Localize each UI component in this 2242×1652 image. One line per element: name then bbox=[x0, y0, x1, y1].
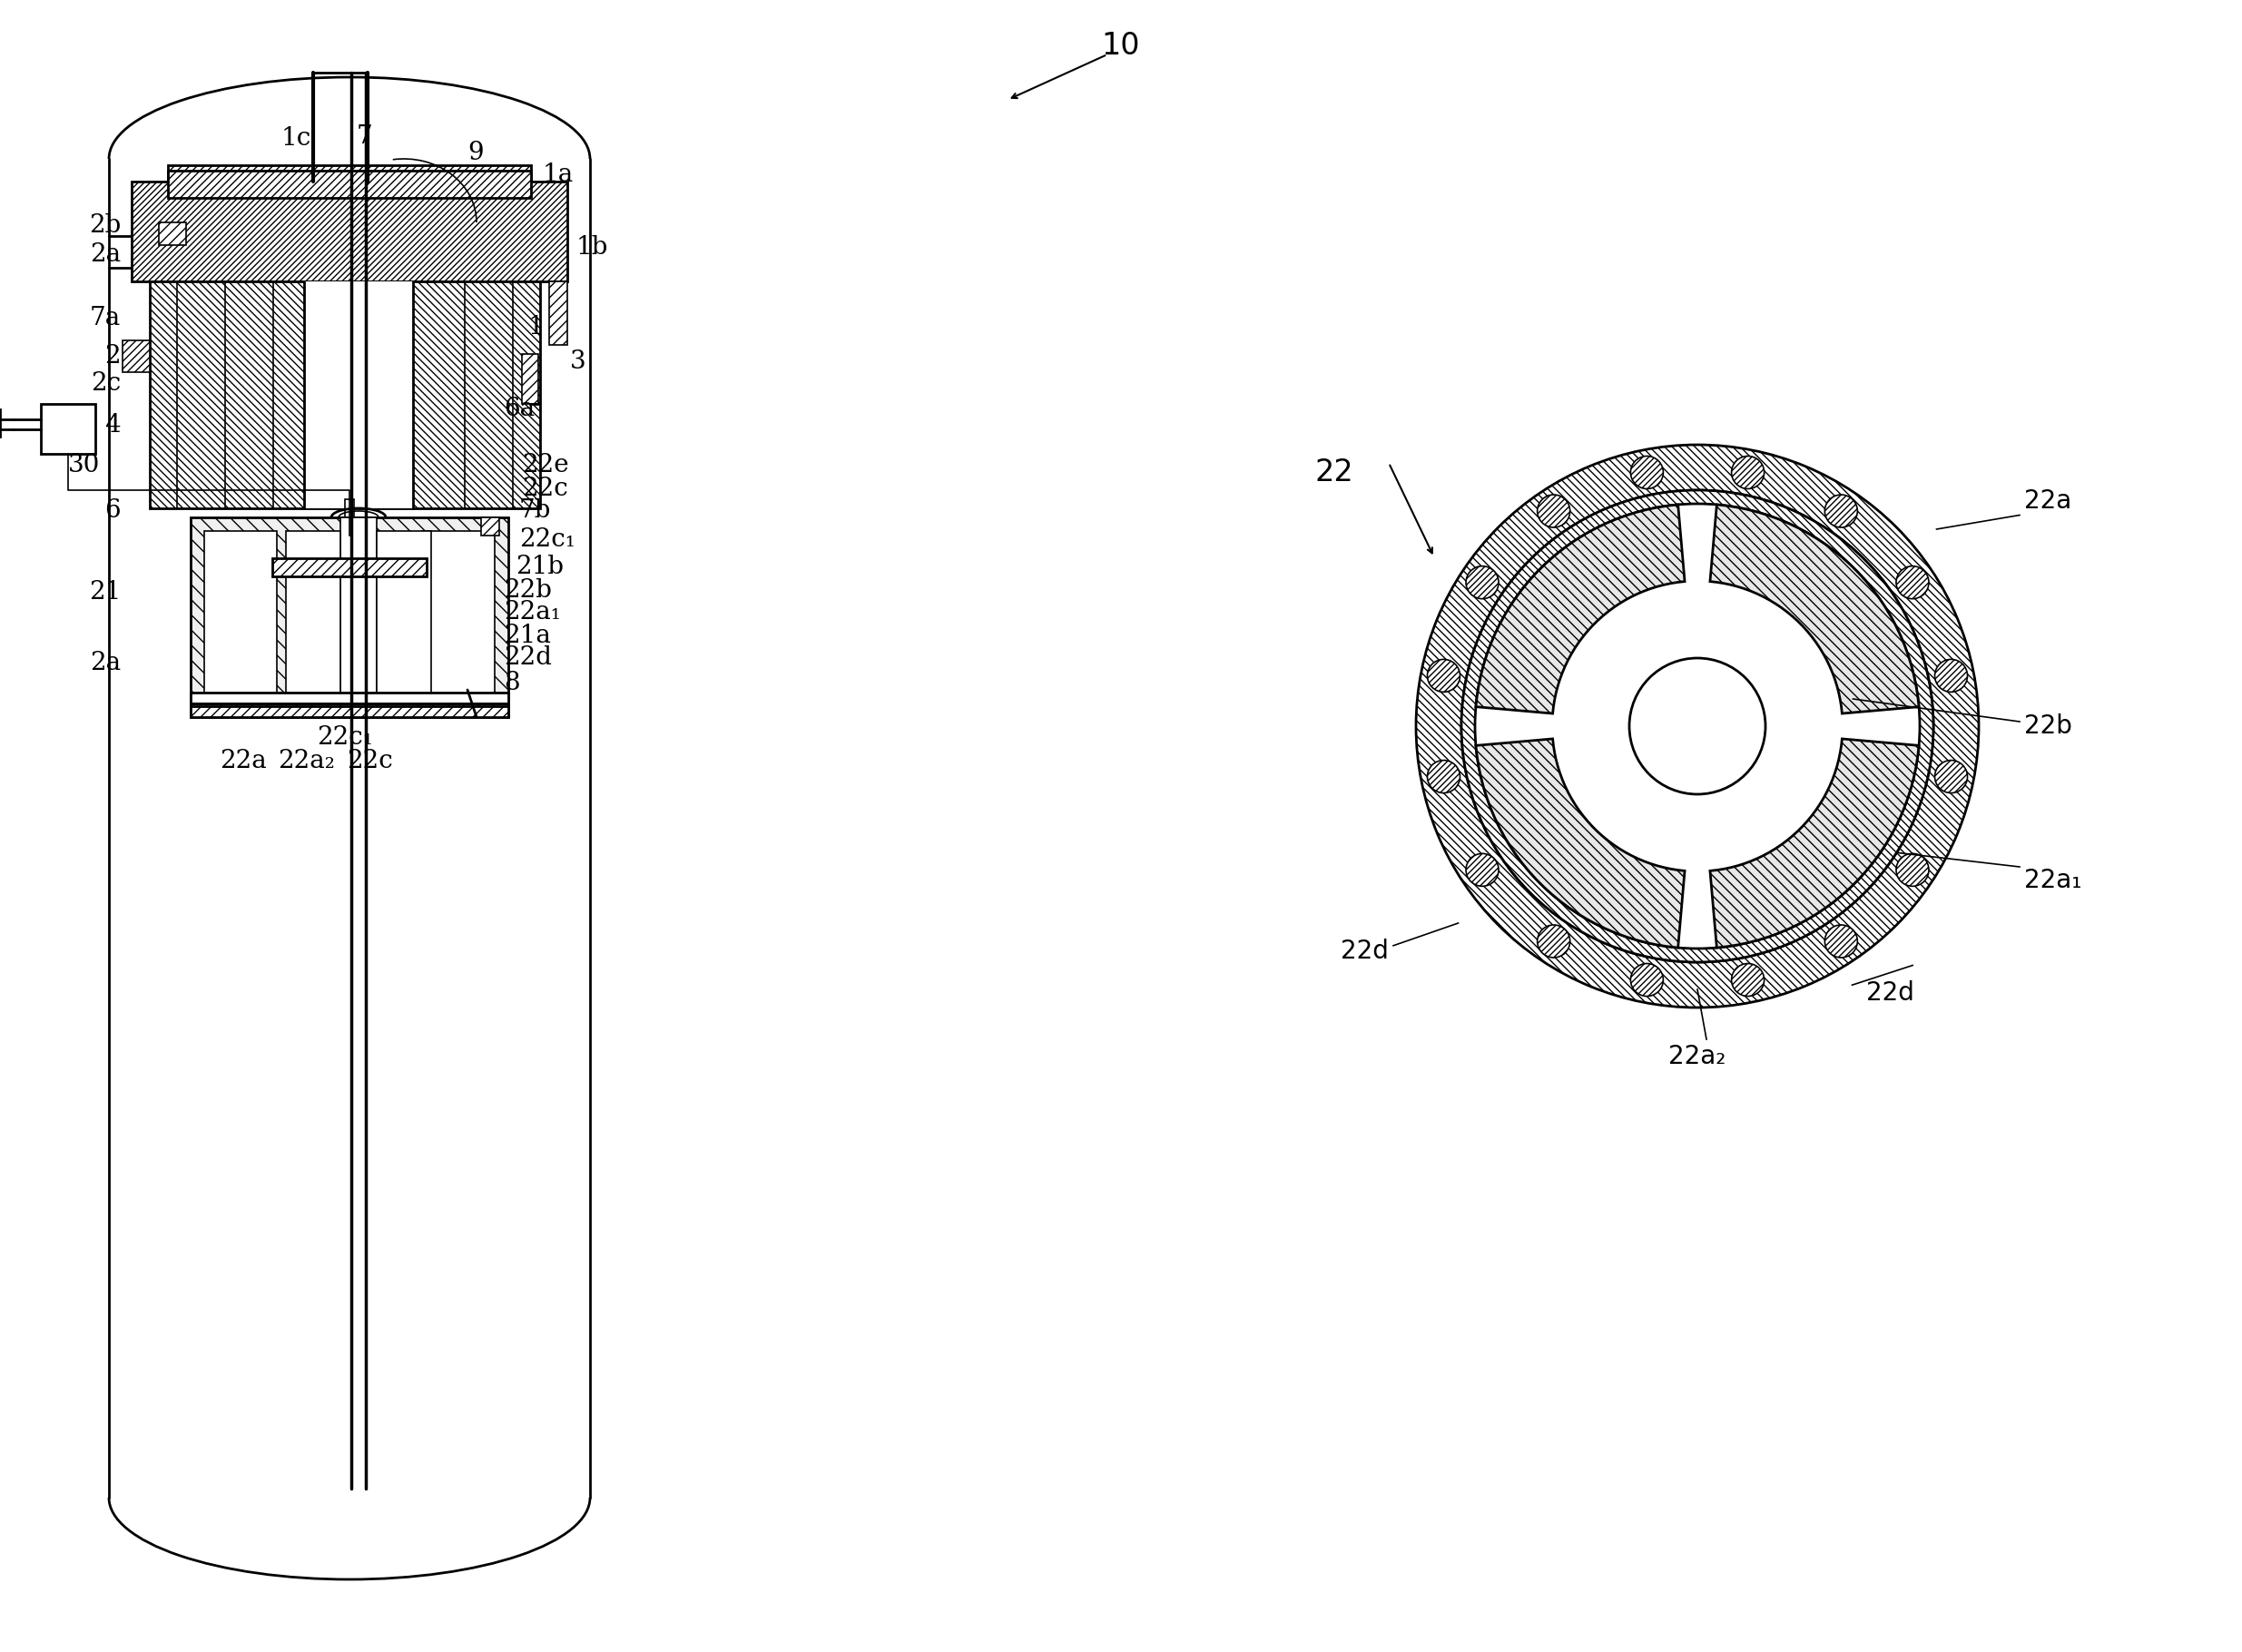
Text: 21a: 21a bbox=[504, 623, 552, 648]
Bar bbox=[549, 281, 567, 345]
Bar bbox=[168, 165, 531, 182]
Text: 2c: 2c bbox=[90, 370, 121, 395]
Text: 2a: 2a bbox=[90, 651, 121, 676]
Text: 22d: 22d bbox=[1865, 981, 1915, 1006]
Polygon shape bbox=[1475, 504, 1684, 714]
Circle shape bbox=[1538, 494, 1569, 527]
Bar bbox=[271, 558, 426, 577]
Bar bbox=[191, 705, 509, 717]
Text: 22c₁: 22c₁ bbox=[316, 725, 372, 750]
Bar bbox=[159, 223, 186, 244]
Text: 6a: 6a bbox=[504, 396, 536, 421]
Bar bbox=[341, 517, 377, 717]
Text: 21b: 21b bbox=[516, 555, 563, 580]
Bar bbox=[305, 281, 413, 509]
Text: 1c: 1c bbox=[282, 126, 312, 150]
Text: 22d: 22d bbox=[504, 646, 552, 671]
Text: 22a₁: 22a₁ bbox=[2025, 869, 2081, 894]
Text: 22d: 22d bbox=[1341, 938, 1388, 965]
Text: 22b: 22b bbox=[504, 578, 552, 603]
Text: 22a₂: 22a₂ bbox=[278, 748, 336, 773]
Text: 22a: 22a bbox=[2025, 489, 2072, 514]
Bar bbox=[132, 182, 567, 281]
Text: 2a: 2a bbox=[90, 241, 121, 266]
Text: 7a: 7a bbox=[90, 306, 121, 330]
Bar bbox=[482, 517, 500, 535]
Circle shape bbox=[1428, 760, 1460, 793]
Circle shape bbox=[1897, 854, 1928, 885]
Circle shape bbox=[1538, 925, 1569, 958]
Bar bbox=[204, 530, 276, 704]
Circle shape bbox=[1475, 504, 1919, 948]
Bar bbox=[40, 405, 96, 454]
Polygon shape bbox=[1475, 738, 1684, 948]
Text: 30: 30 bbox=[67, 453, 101, 477]
Text: 9: 9 bbox=[469, 140, 484, 165]
Circle shape bbox=[1462, 491, 1933, 961]
Text: 6: 6 bbox=[105, 499, 121, 524]
Text: 2b: 2b bbox=[90, 213, 121, 238]
Circle shape bbox=[1466, 567, 1498, 598]
Text: 22b: 22b bbox=[2025, 714, 2072, 738]
Text: 1b: 1b bbox=[576, 235, 608, 259]
Text: 7: 7 bbox=[356, 124, 372, 149]
Circle shape bbox=[1935, 760, 1968, 793]
Bar bbox=[168, 170, 531, 198]
Circle shape bbox=[1630, 657, 1764, 795]
Circle shape bbox=[1630, 963, 1664, 996]
Bar bbox=[191, 692, 509, 704]
Circle shape bbox=[1897, 567, 1928, 598]
Bar bbox=[345, 499, 354, 527]
Text: 10: 10 bbox=[1101, 30, 1141, 61]
Text: 22c: 22c bbox=[348, 748, 392, 773]
Text: 21: 21 bbox=[90, 580, 121, 605]
Text: 2: 2 bbox=[105, 344, 121, 368]
Text: 8: 8 bbox=[504, 671, 520, 695]
Text: 22e: 22e bbox=[522, 453, 569, 477]
Bar bbox=[150, 281, 540, 509]
Text: 22a: 22a bbox=[220, 748, 267, 773]
Polygon shape bbox=[1711, 738, 1919, 948]
Text: 4: 4 bbox=[105, 413, 121, 438]
Circle shape bbox=[1935, 659, 1968, 692]
Text: 7b: 7b bbox=[520, 499, 552, 524]
Circle shape bbox=[1428, 659, 1460, 692]
Bar bbox=[421, 530, 495, 704]
Circle shape bbox=[1825, 494, 1856, 527]
Text: 22a₂: 22a₂ bbox=[1668, 1044, 1726, 1069]
Bar bbox=[522, 354, 538, 405]
Circle shape bbox=[1731, 456, 1764, 489]
Circle shape bbox=[1825, 925, 1856, 958]
Circle shape bbox=[1466, 854, 1498, 885]
Text: 3: 3 bbox=[569, 349, 585, 373]
Text: 1a: 1a bbox=[543, 162, 574, 187]
Bar bbox=[123, 340, 150, 372]
Circle shape bbox=[1630, 456, 1664, 489]
Text: 22a₁: 22a₁ bbox=[504, 600, 560, 624]
Bar bbox=[287, 530, 341, 704]
Bar bbox=[191, 517, 509, 717]
Circle shape bbox=[1731, 963, 1764, 996]
Text: 22c₁: 22c₁ bbox=[520, 529, 576, 552]
Polygon shape bbox=[1711, 504, 1919, 714]
Text: 22c: 22c bbox=[522, 476, 567, 501]
Text: 1: 1 bbox=[529, 314, 545, 339]
Bar bbox=[377, 530, 430, 704]
Text: 22: 22 bbox=[1314, 458, 1354, 487]
